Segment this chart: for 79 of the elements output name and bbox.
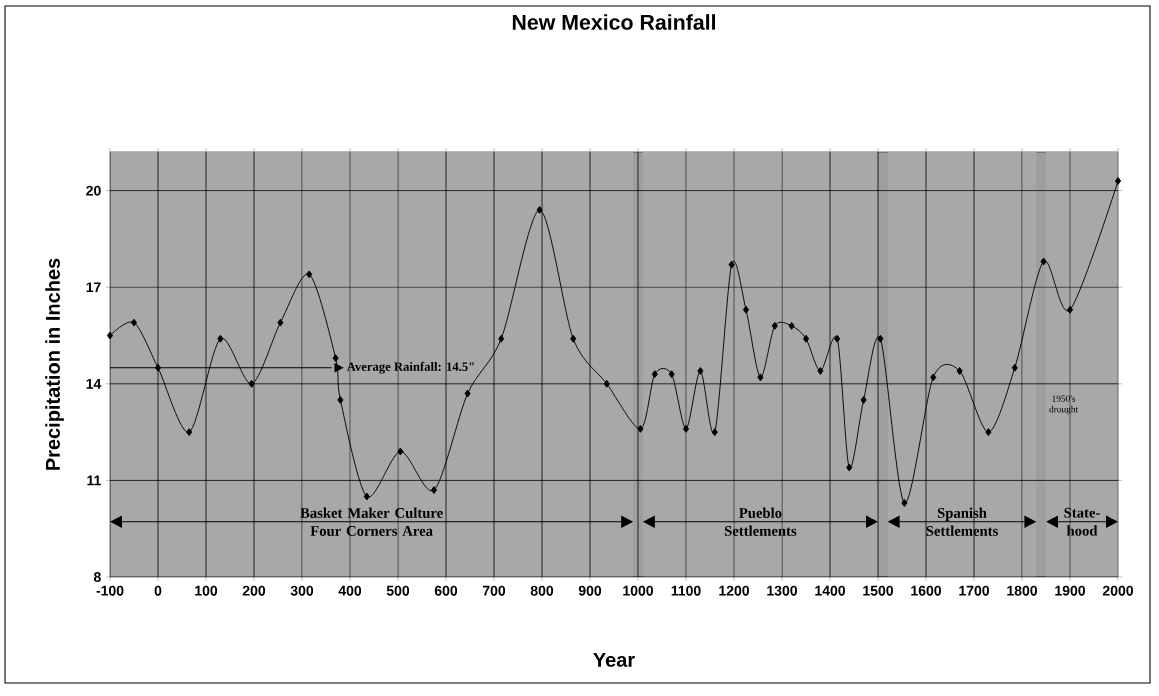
point (985, 428, 992, 437)
point (651, 370, 658, 379)
x-tick-label: 500 (386, 585, 410, 596)
x-tick-label: -100 (96, 585, 124, 596)
point (1011, 363, 1018, 372)
point (668, 370, 675, 379)
x-tick-label: 400 (338, 585, 362, 596)
point (728, 260, 735, 269)
point (930, 373, 937, 382)
x-tick-label: 1900 (1055, 585, 1086, 596)
point (956, 367, 963, 375)
y-tick-label: 8 (93, 572, 101, 582)
chart-title: New Mexico Rainfall (512, 14, 716, 30)
x-tick-label: 700 (482, 585, 506, 596)
point (834, 334, 841, 343)
x-tick-label: 1400 (815, 585, 845, 596)
point (771, 321, 778, 330)
band-label: Basket Maker Culture Four Corners Area (300, 507, 443, 536)
y-tick-label: 17 (86, 282, 101, 293)
x-tick-label: 300 (290, 585, 314, 596)
band-label: State-hood (1064, 507, 1100, 536)
x-axis-title: Year (593, 652, 635, 667)
point (757, 373, 764, 382)
point (186, 428, 193, 437)
x-tick-label: 100 (195, 585, 218, 596)
point (217, 334, 224, 343)
band-label: Pueblo Settlements (724, 507, 797, 536)
y-axis-title: Precipitation in Inches (45, 258, 64, 470)
point (802, 334, 810, 343)
point (306, 270, 313, 279)
point (106, 331, 114, 340)
x-tick-label: 1600 (911, 585, 941, 596)
point (464, 389, 471, 398)
point (603, 379, 610, 388)
point (860, 395, 867, 404)
point (742, 305, 750, 314)
point (1040, 257, 1047, 266)
point (788, 321, 795, 330)
point (397, 447, 404, 456)
point (1114, 177, 1122, 185)
x-tick-label: 800 (530, 585, 554, 596)
point (877, 334, 884, 343)
point (536, 206, 543, 214)
band-label: Spanish Settlements (926, 507, 998, 536)
point (637, 424, 644, 433)
point (682, 424, 690, 433)
x-tick-label: 1500 (863, 585, 893, 596)
point (570, 334, 577, 343)
point (277, 318, 284, 327)
point (248, 379, 255, 388)
x-tick-label: 200 (242, 585, 266, 596)
x-tick-label: 1100 (671, 585, 701, 596)
x-tick-label: 600 (434, 585, 458, 596)
y-tick-label: 11 (87, 475, 101, 486)
point (697, 367, 704, 375)
point (711, 428, 718, 437)
x-tick-label: 1200 (719, 585, 749, 596)
ref-line-label: Average Rainfall: 14.5" (346, 361, 474, 374)
x-tick-label: 1300 (767, 585, 797, 596)
point (363, 492, 370, 501)
x-tick-label: 0 (154, 585, 162, 596)
point (130, 318, 138, 327)
point (430, 486, 438, 494)
point (498, 334, 505, 343)
point (901, 499, 908, 507)
y-tick-label: 20 (86, 185, 101, 196)
x-tick-label: 1000 (623, 585, 653, 596)
x-tick-label: 2000 (1102, 585, 1134, 596)
point (337, 395, 344, 404)
point (154, 363, 162, 372)
x-tick-label: 900 (578, 585, 602, 596)
annotation: 1950's drought (1049, 395, 1079, 415)
point (817, 367, 824, 375)
point (332, 354, 339, 362)
point (846, 463, 853, 472)
x-tick-label: 1800 (1007, 585, 1038, 596)
x-tick-label: 1700 (959, 585, 989, 596)
point (1066, 305, 1074, 314)
y-tick-label: 14 (86, 379, 102, 389)
